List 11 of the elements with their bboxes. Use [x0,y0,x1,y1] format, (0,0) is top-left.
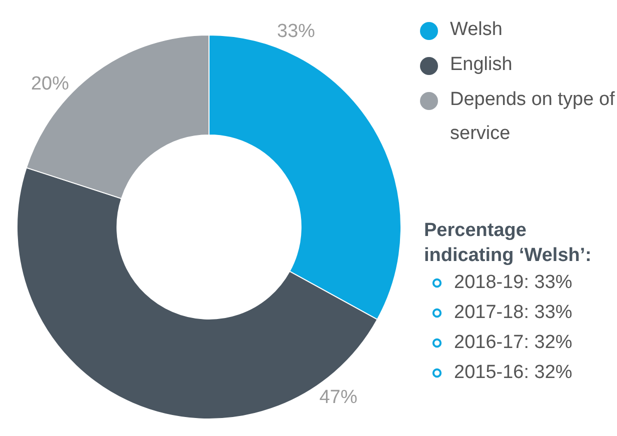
text: 2016-17: 32% [454,332,572,354]
text: 2018-19: 33% [454,272,572,294]
legend-label: Welsh [450,18,504,42]
text: 2017-18: 33% [454,302,572,324]
legend-label: Depends on type of service [450,88,616,146]
data-label: 20% [30,73,70,94]
text: Percentage indicating ‘Welsh’: [424,219,592,268]
data-label: 47% [319,386,358,408]
text: 2015-16: 32% [454,362,572,384]
legend-label: English [450,53,514,77]
data-label: 33% [277,21,316,42]
